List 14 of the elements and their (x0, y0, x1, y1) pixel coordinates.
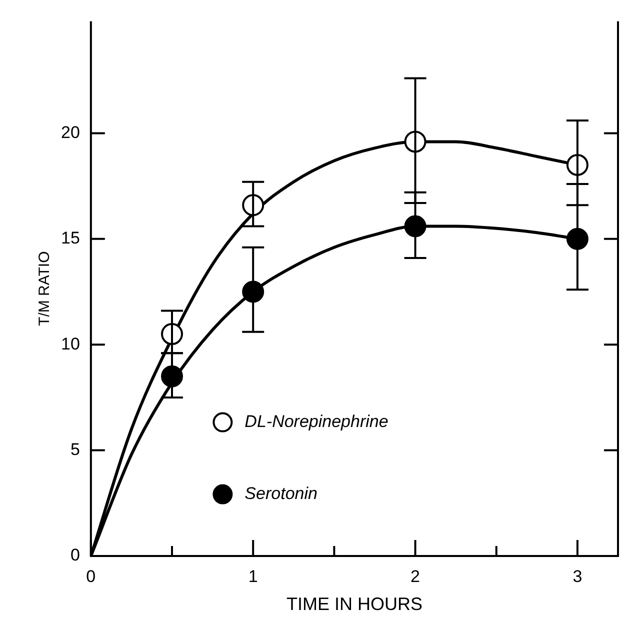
y-tick-label: 20 (60, 122, 80, 142)
x-tick-label: 2 (410, 566, 420, 586)
point (566, 228, 588, 250)
x-tick-label: 0 (86, 566, 96, 586)
y-tick-label: 0 (70, 546, 80, 565)
x-tick-label: 1 (248, 566, 258, 586)
x-tick-label: 3 (572, 566, 582, 586)
y-tick-label: 5 (70, 440, 80, 459)
legend-label: DL-Norepinephrine (244, 412, 388, 432)
x-axis-title: TIME IN HOURS (286, 594, 422, 614)
y-tick-label: 10 (60, 334, 80, 354)
legend-label: Serotonin (244, 484, 318, 504)
y-tick-label: 15 (60, 228, 80, 248)
y-axis-title: T/M RATIO (36, 251, 54, 326)
